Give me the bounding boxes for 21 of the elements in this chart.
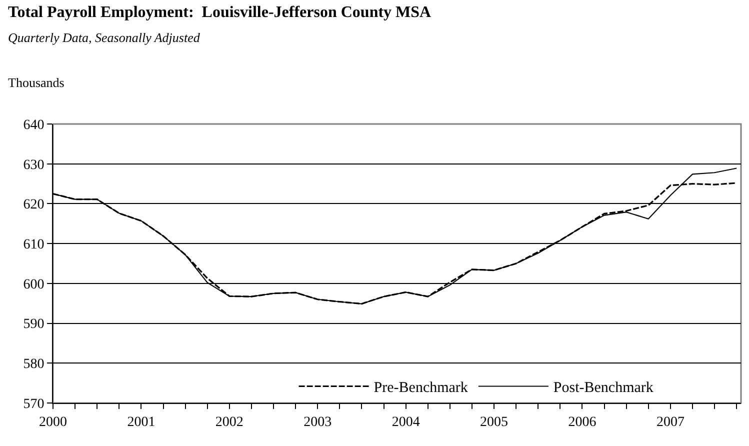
x-tick-label: 2005	[480, 414, 508, 430]
x-tick-label: 2001	[127, 414, 156, 430]
x-tick-label: 2007	[656, 414, 684, 430]
x-tick-label: 2003	[304, 414, 332, 430]
legend-label: Pre-Benchmark	[374, 380, 468, 396]
x-tick-label: 2002	[215, 414, 244, 430]
y-tick-label: 600	[23, 277, 44, 292]
y-tick-label: 580	[23, 357, 44, 372]
x-tick-label: 2006	[568, 414, 596, 430]
chart-title: Total Payroll Employment: Louisville-Jefferson County MSA	[8, 4, 432, 21]
x-tick-label: 2000	[39, 414, 67, 430]
y-tick-label: 610	[23, 237, 44, 252]
y-tick-label: 630	[23, 158, 44, 173]
legend-label: Post-Benchmark	[553, 380, 654, 396]
y-tick-label: 620	[23, 198, 44, 213]
y-tick-label: 640	[23, 118, 44, 133]
chart-subtitle: Quarterly Data, Seasonally Adjusted	[8, 30, 200, 45]
y-axis-title: Thousands	[8, 75, 64, 90]
y-tick-label: 590	[23, 317, 44, 332]
y-tick-label: 570	[23, 396, 44, 412]
x-tick-label: 2004	[392, 414, 420, 430]
